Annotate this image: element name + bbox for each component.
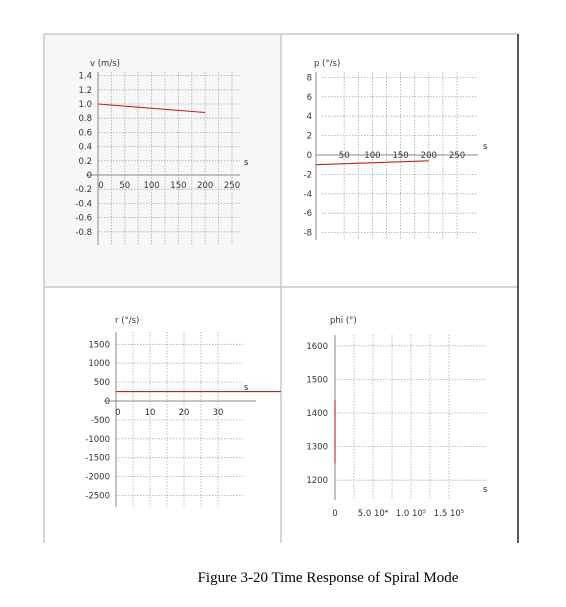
- phi-ytick-label-4: 1200: [306, 476, 328, 486]
- r-ytick-label-4: -500: [91, 416, 110, 426]
- r-xtick-label-3: 30: [213, 408, 224, 418]
- p-ytick-label-7: -6: [304, 209, 312, 219]
- p-ytick-label-1: 6: [307, 93, 312, 103]
- r-ytick-label-8: -2500: [85, 492, 110, 502]
- p-xtick-label-2: 150: [392, 151, 408, 161]
- r-ytick-label-7: -2000: [85, 473, 110, 483]
- v-ytick-label-0: 1.4: [78, 72, 92, 82]
- v-ytick-label-2: 1.0: [78, 100, 92, 110]
- v-y-axis-label: v (m/s): [90, 59, 120, 69]
- r-xtick-label-0: 0: [115, 408, 120, 418]
- p-xtick-label-1: 100: [364, 151, 380, 161]
- v-x-axis-label: s: [244, 158, 249, 168]
- r-xtick-label-1: 10: [145, 408, 156, 418]
- p-x-axis-label: s: [483, 142, 488, 152]
- r-ytick-label-3: 0: [105, 397, 110, 407]
- r-ytick-label-5: -1000: [85, 435, 110, 445]
- v-ytick-label-4: 0.6: [78, 128, 92, 138]
- phi-ytick-label-2: 1400: [306, 409, 328, 419]
- v-ytick-label-3: 0.8: [78, 114, 92, 124]
- v-ytick-label-7: 0: [87, 171, 92, 181]
- v-xtick-label-2: 100: [143, 181, 159, 191]
- chart-v: 1.4 1.2 1.0 0.8 0.6 0.4 0.2 0 -0.2 -0.4 -0.6 -0.8 0 5…: [75, 59, 249, 245]
- chart-phi: 1600 1500 1400 1300 1200 0 5.0 10⁴ 1.0 10⁵ 1.5 1…: [306, 316, 488, 519]
- r-ytick-label-2: 500: [94, 378, 110, 388]
- v-ytick-label-5: 0.4: [78, 143, 92, 153]
- p-ytick-label-2: 4: [307, 112, 312, 122]
- p-ytick-label-3: 2: [307, 132, 312, 142]
- v-xtick-label-3: 150: [170, 181, 186, 191]
- chart-r: 1500 1000 500 0 -500 -1000 -1500 -2000 -2500 0 10 2…: [85, 316, 281, 507]
- v-ytick-label-10: -0.6: [75, 214, 92, 224]
- v-ytick-label-11: -0.8: [75, 228, 92, 238]
- v-ytick-label-1: 1.2: [78, 86, 92, 96]
- panel-r-background: [44, 287, 281, 543]
- v-ytick-label-6: 0.2: [78, 157, 92, 167]
- v-xtick-label-5: 250: [224, 181, 240, 191]
- phi-ytick-label-1: 1500: [306, 375, 328, 385]
- phi-xtick-label-2: 1.0 10⁵: [396, 509, 426, 519]
- v-xtick-label-0: 0: [98, 181, 103, 191]
- chart-p: 8 6 4 2 0 -2 -4 -6 -8 50 100 150 200 250 p (°/s) s: [304, 59, 488, 240]
- p-xtick-label-0: 50: [339, 151, 350, 161]
- phi-xtick-label-1: 5.0 10⁴: [358, 509, 389, 519]
- r-ytick-label-6: -1500: [85, 454, 110, 464]
- p-ytick-label-0: 8: [307, 73, 312, 83]
- r-ytick-label-0: 1500: [88, 340, 110, 350]
- r-x-axis-label: s: [244, 383, 249, 393]
- panel-p-background: [281, 34, 518, 287]
- phi-xtick-label-0: 0: [332, 509, 337, 519]
- v-xtick-label-4: 200: [197, 181, 213, 191]
- r-y-axis-label: r (°/s): [115, 316, 139, 326]
- panel-phi-background: [281, 287, 518, 543]
- p-xtick-label-4: 250: [449, 151, 465, 161]
- p-ytick-label-8: -8: [304, 229, 312, 239]
- phi-xtick-label-3: 1.5 10⁵: [434, 509, 464, 519]
- v-ytick-label-8: -0.2: [75, 185, 92, 195]
- p-ytick-label-5: -2: [304, 170, 312, 180]
- v-xtick-label-1: 50: [119, 181, 130, 191]
- p-xtick-label-3: 200: [421, 151, 437, 161]
- phi-ytick-label-3: 1300: [306, 443, 328, 453]
- p-ytick-label-4: 0: [307, 151, 312, 161]
- r-ytick-label-1: 1000: [88, 359, 110, 369]
- v-series-line-0: [97, 103, 206, 114]
- phi-x-axis-label: s: [483, 485, 488, 495]
- phi-ytick-label-0: 1600: [306, 342, 328, 352]
- p-y-axis-label: p (°/s): [314, 59, 340, 69]
- phi-y-axis-label: phi (°): [330, 316, 357, 326]
- p-ytick-label-6: -4: [304, 190, 312, 200]
- figure-caption: Figure 3-20 Time Response of Spiral Mode: [197, 570, 459, 586]
- p-series-line-0: [315, 160, 429, 166]
- v-ytick-label-9: -0.4: [75, 199, 92, 209]
- r-xtick-label-2: 20: [179, 408, 190, 418]
